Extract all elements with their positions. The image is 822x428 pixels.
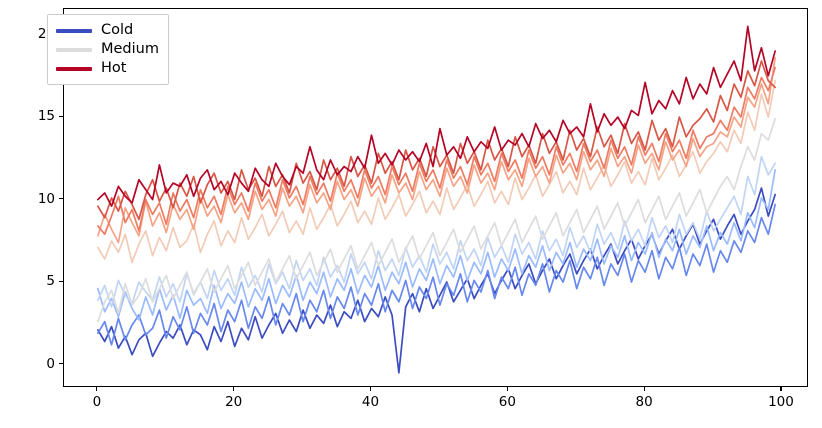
x-tick-label: 60	[498, 394, 516, 410]
chart-line	[97, 117, 776, 323]
chart-line	[97, 79, 776, 264]
legend-item-medium[interactable]: Medium	[56, 40, 159, 59]
chart-line	[97, 60, 776, 221]
y-tick-mark	[59, 115, 63, 117]
legend-item-hot[interactable]: Hot	[56, 59, 159, 78]
x-tick-mark	[96, 387, 98, 391]
chart-line	[97, 155, 776, 308]
y-tick-label: 10	[37, 190, 55, 207]
y-tick-label: 15	[37, 108, 55, 125]
x-tick-label: 80	[635, 394, 653, 410]
chart-line	[97, 169, 776, 321]
legend-item-cold[interactable]: Cold	[56, 21, 159, 40]
x-tick-label: 0	[92, 394, 102, 410]
y-tick-label: 0	[46, 355, 55, 372]
y-tick-mark	[59, 363, 63, 365]
plot-area	[63, 8, 808, 387]
x-tick-mark	[780, 387, 782, 391]
legend-label-hot: Hot	[101, 60, 127, 77]
x-tick-mark	[506, 387, 508, 391]
x-tick-label: 100	[768, 394, 794, 410]
legend-label-cold: Cold	[101, 22, 134, 39]
y-tick-mark	[59, 280, 63, 282]
y-tick-label: 5	[46, 273, 55, 290]
legend-label-medium: Medium	[101, 41, 159, 58]
x-tick-mark	[370, 387, 372, 391]
chart-line	[97, 66, 776, 236]
legend-swatch-hot	[56, 66, 92, 71]
plot-lines	[97, 25, 776, 374]
chart-line	[97, 187, 776, 374]
x-tick-label: 40	[361, 394, 380, 410]
legend-swatch-cold	[56, 28, 92, 33]
chart-line	[97, 56, 776, 244]
chart-line	[97, 203, 776, 346]
legend-swatch-medium	[56, 47, 92, 52]
x-tick-mark	[643, 387, 645, 391]
x-tick-label: 20	[225, 394, 243, 410]
chart-legend[interactable]: Cold Medium Hot	[47, 14, 169, 85]
chart-line	[97, 25, 776, 208]
y-tick-mark	[59, 198, 63, 200]
x-tick-mark	[233, 387, 235, 391]
